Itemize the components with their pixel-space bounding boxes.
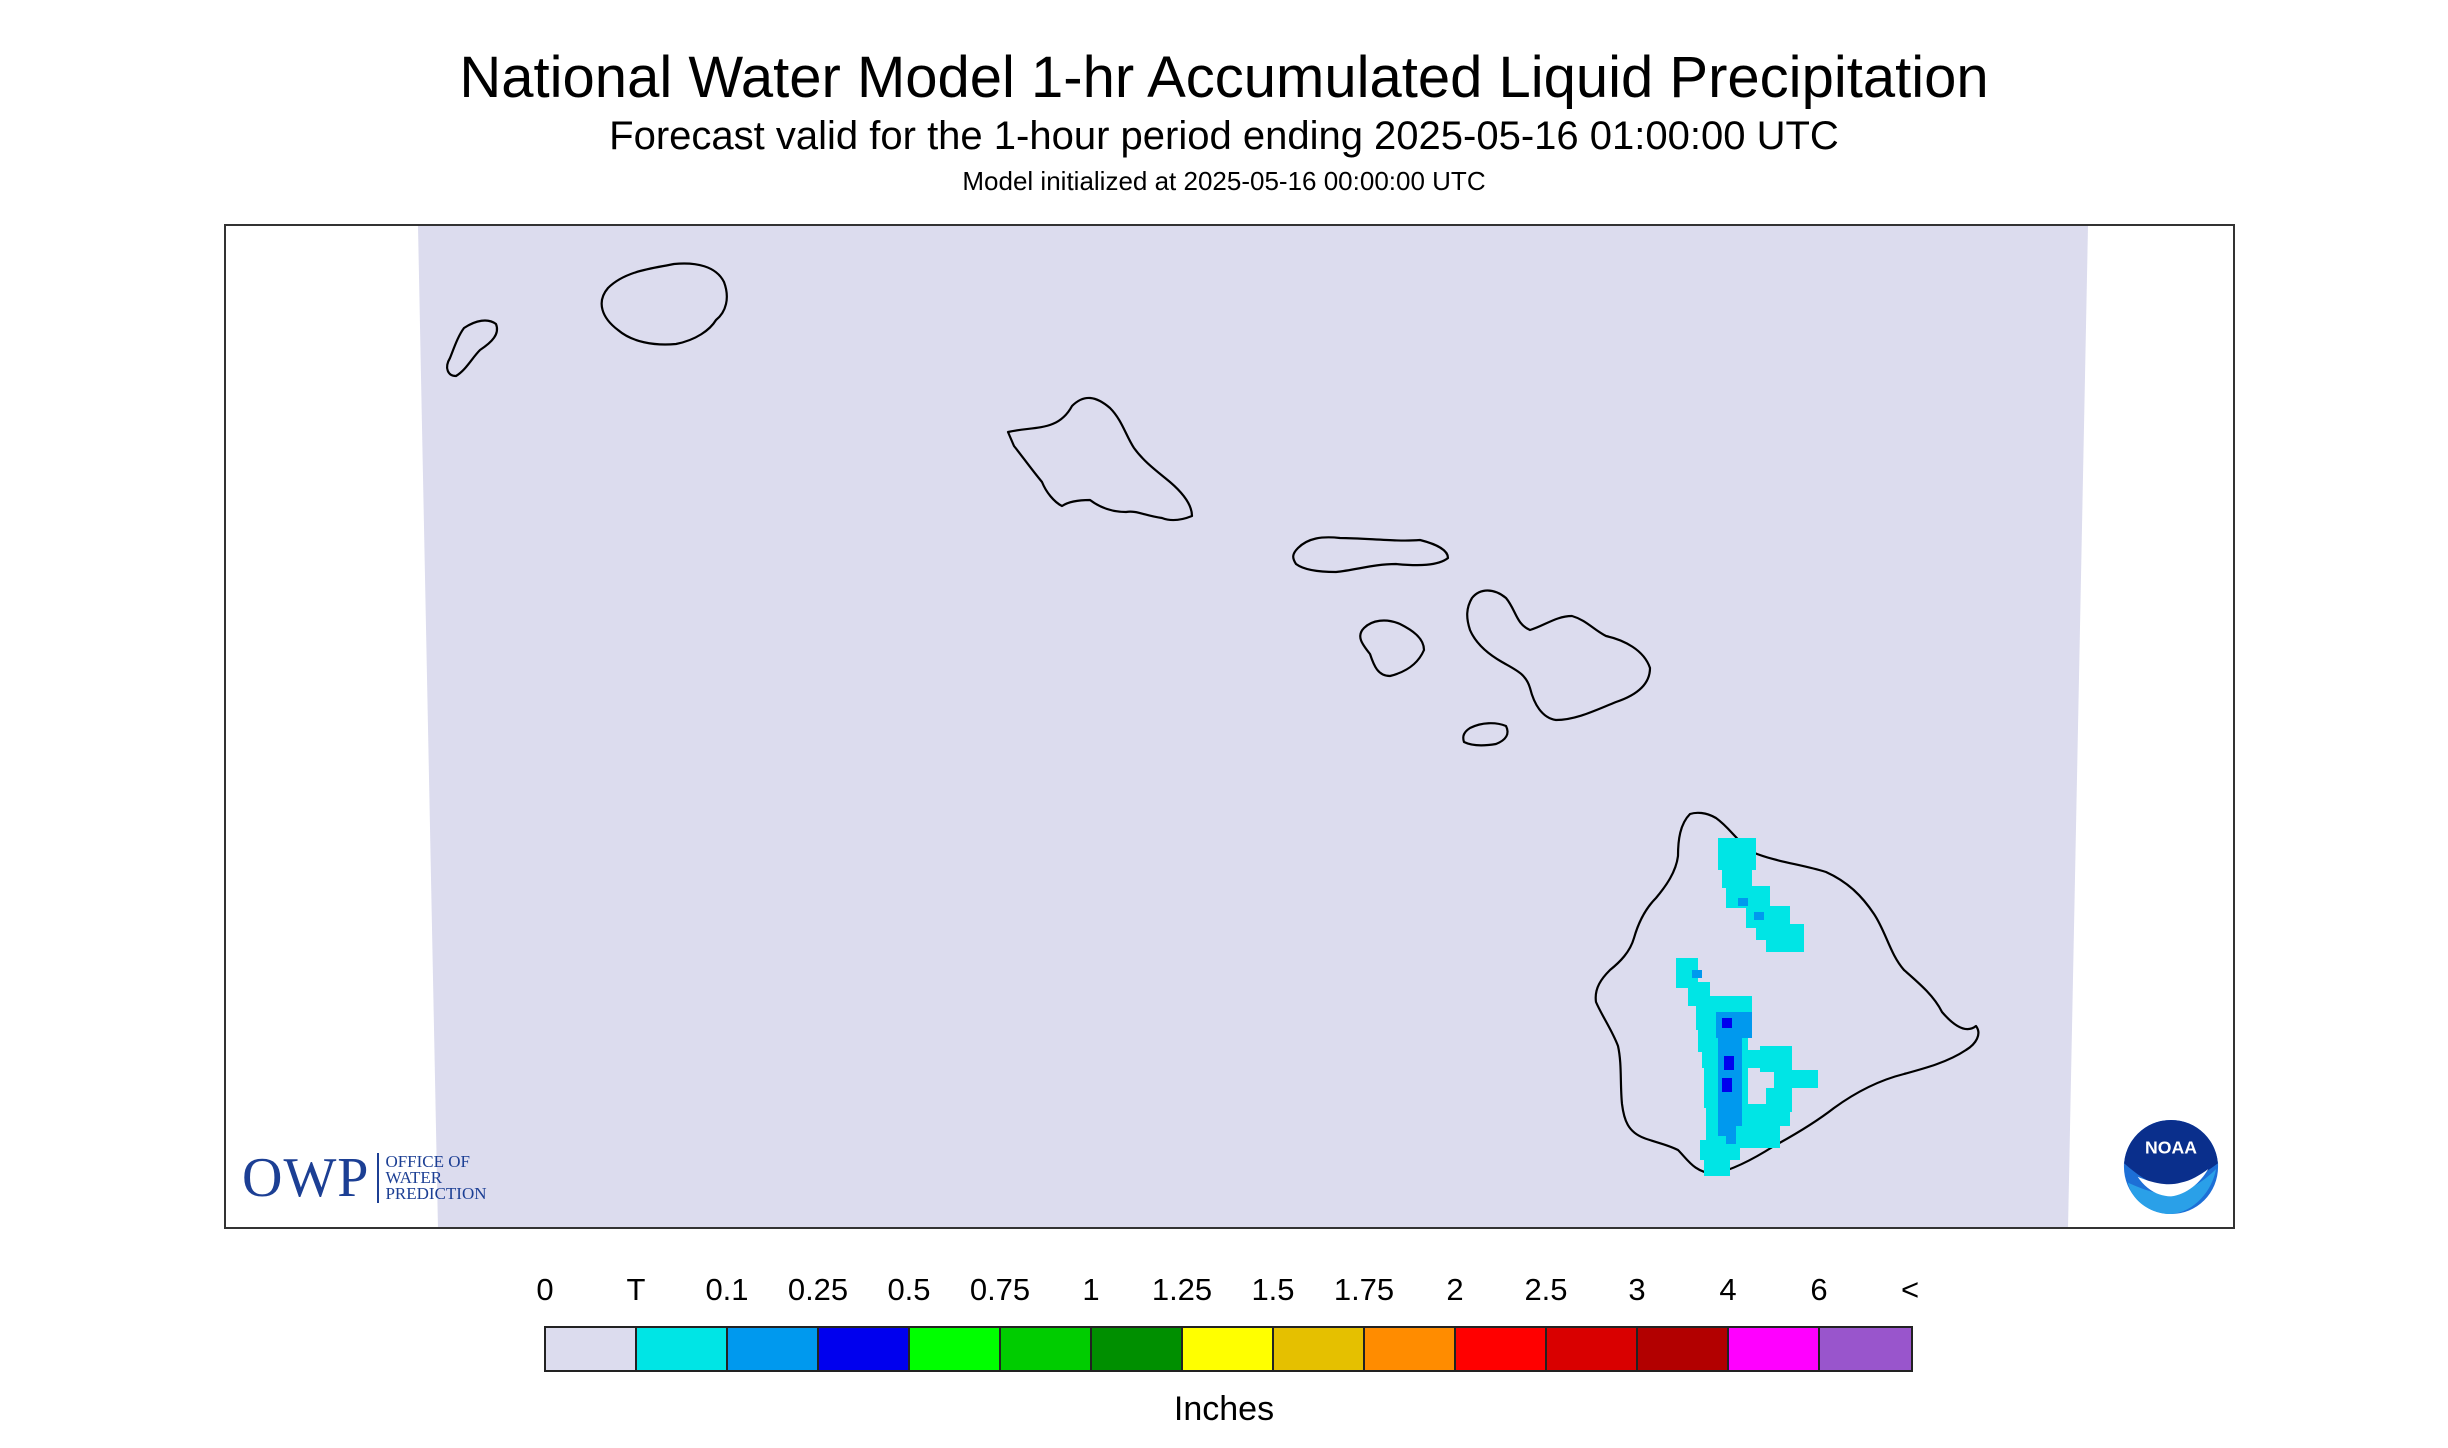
legend-swatch xyxy=(1729,1328,1820,1370)
legend-labels: 0 T 0.1 0.25 0.5 0.75 1 1.25 1.5 1.75 2 2.5 3 4 6 < xyxy=(0,1272,2448,1312)
precip-cell xyxy=(1722,1078,1732,1092)
legend-swatch xyxy=(1638,1328,1729,1370)
precip-cell xyxy=(1692,970,1702,978)
precip-cell xyxy=(1738,898,1748,906)
legend-tick-label: 2 xyxy=(1446,1272,1464,1307)
precip-cell xyxy=(1726,886,1770,908)
legend-tick-label: 0 xyxy=(536,1272,554,1307)
legend-tick-label: 1.75 xyxy=(1333,1272,1395,1307)
precip-cell xyxy=(1700,1140,1740,1160)
legend-swatch xyxy=(819,1328,910,1370)
map-canvas xyxy=(418,226,2088,1227)
island-niihau xyxy=(446,319,499,378)
owp-logo-divider xyxy=(377,1153,380,1203)
model-init-text: Model initialized at 2025-05-16 00:00:00… xyxy=(962,166,1486,196)
island-maui xyxy=(1466,589,1652,722)
owp-line-3: PREDICTION xyxy=(385,1184,487,1203)
legend-tick-label: 0.1 xyxy=(705,1272,749,1307)
model-domain xyxy=(418,226,2088,1227)
legend-tick-label: 1.5 xyxy=(1251,1272,1295,1307)
legend-tick-label: 0.75 xyxy=(969,1272,1031,1307)
legend-tick-label: 6 xyxy=(1810,1272,1828,1307)
owp-logo: OWP OFFICE OF WATER PREDICTION xyxy=(242,1147,487,1209)
precip-cell xyxy=(1756,926,1774,940)
owp-line-1: OFFICE OF xyxy=(385,1152,471,1171)
legend-colorbar xyxy=(544,1326,1913,1372)
island-lanai xyxy=(1359,619,1426,678)
owp-line-2: WATER xyxy=(385,1168,443,1187)
legend-swatch xyxy=(637,1328,728,1370)
precip-cell xyxy=(1754,912,1764,920)
precip-cell xyxy=(1722,870,1752,888)
precip-cell xyxy=(1704,1156,1730,1176)
noaa-logo: NOAA xyxy=(2123,1119,2219,1215)
legend-swatch xyxy=(1092,1328,1183,1370)
legend-units: Inches xyxy=(1173,1390,1275,1428)
legend-swatch xyxy=(1547,1328,1638,1370)
precip-cell xyxy=(1724,1056,1734,1070)
legend-tick-label: 2.5 xyxy=(1524,1272,1568,1307)
precip-cell xyxy=(1774,1070,1818,1088)
island-hawaii xyxy=(1594,811,1980,1176)
island-molokai xyxy=(1292,536,1450,574)
precip-cell xyxy=(1746,906,1790,928)
precip-cell xyxy=(1746,1104,1790,1126)
legend-tick-label: 4 xyxy=(1719,1272,1737,1307)
legend-swatch xyxy=(1183,1328,1274,1370)
chart-subtitle: Forecast valid for the 1-hour period end… xyxy=(609,114,1839,158)
legend-swatch xyxy=(1274,1328,1365,1370)
legend-tick-label: 0.5 xyxy=(887,1272,931,1307)
precip-cell xyxy=(1760,1046,1792,1072)
island-kahoolawe xyxy=(1462,722,1509,747)
precip-cell xyxy=(1676,958,1698,988)
legend-swatch xyxy=(546,1328,637,1370)
legend-swatch xyxy=(1001,1328,1092,1370)
legend-swatch xyxy=(1456,1328,1547,1370)
noaa-logo-text: NOAA xyxy=(2145,1137,2197,1157)
precip-cell xyxy=(1722,1018,1732,1028)
legend-swatch xyxy=(910,1328,1001,1370)
legend-swatch xyxy=(728,1328,819,1370)
legend-tick-label: 1.25 xyxy=(1151,1272,1213,1307)
legend-tick-label: 3 xyxy=(1628,1272,1646,1307)
legend-tick-label: 0.25 xyxy=(787,1272,849,1307)
owp-logo-mark: OWP xyxy=(242,1147,370,1209)
island-oahu xyxy=(1006,396,1194,522)
precip-cells xyxy=(1676,838,1818,1176)
legend-tick-label: T xyxy=(626,1272,646,1307)
owp-logo-text: OFFICE OF WATER PREDICTION xyxy=(385,1152,487,1203)
chart-title: National Water Model 1-hr Accumulated Li… xyxy=(459,45,1989,110)
legend-tick-label: < xyxy=(1900,1272,1920,1307)
precip-cell xyxy=(1716,1012,1752,1038)
legend-tick-label: 1 xyxy=(1082,1272,1100,1307)
precip-cell xyxy=(1718,838,1756,870)
coastlines xyxy=(446,262,1980,1176)
precip-cell xyxy=(1736,1126,1780,1148)
map-frame: OWP OFFICE OF WATER PREDICTION NOAA xyxy=(224,224,2235,1229)
legend-swatch xyxy=(1820,1328,1911,1370)
legend-swatch xyxy=(1365,1328,1456,1370)
island-kauai xyxy=(600,262,728,346)
